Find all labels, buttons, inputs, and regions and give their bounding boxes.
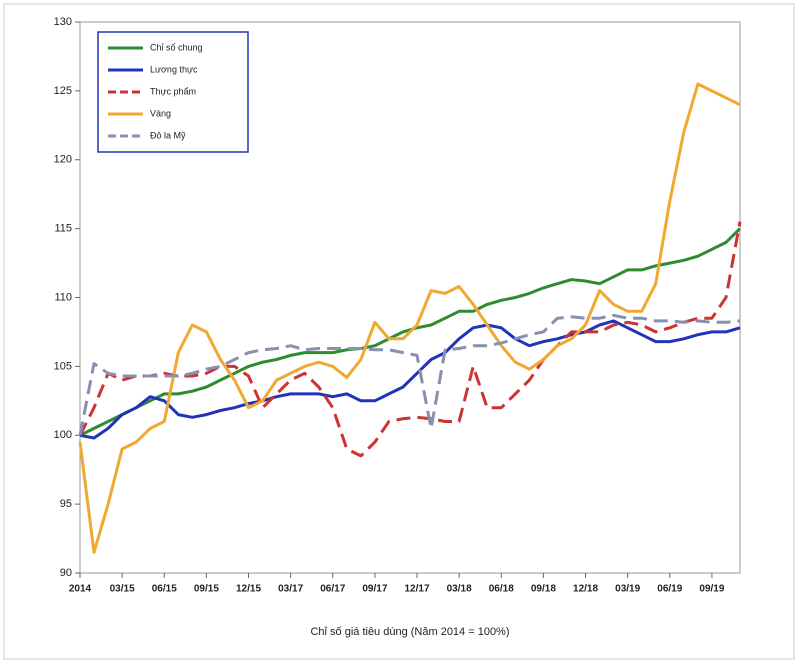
legend-label: Chỉ số chung [150,42,203,52]
series-line [78,82,741,554]
legend-label: Thực phẩm [150,86,196,96]
y-tick-label: 130 [54,16,72,28]
x-tick-label: 03/18 [447,584,472,595]
y-tick-label: 90 [60,567,72,579]
x-tick-label: 06/15 [152,584,177,595]
x-tick-label: 03/15 [110,584,135,595]
x-tick-label: 12/15 [236,584,261,595]
x-tick-label: 06/18 [489,584,514,595]
x-tick-label: 2014 [69,584,92,595]
series-line [78,313,741,436]
x-tick-label: 09/17 [362,584,387,595]
series-line [78,221,742,458]
x-tick-label: 09/18 [531,584,556,595]
y-tick-label: 105 [54,360,72,372]
y-tick-label: 120 [54,154,72,166]
y-tick-label: 115 [54,223,72,235]
y-tick-label: 95 [60,498,72,510]
legend-label: Đô la Mỹ [150,130,186,140]
y-tick-label: 125 [54,85,72,97]
x-tick-label: 03/19 [615,584,640,595]
x-tick-label: 06/17 [320,584,345,595]
x-tick-label: 03/17 [278,584,303,595]
x-tick-label: 12/18 [573,584,598,595]
x-tick-label: 09/19 [699,584,724,595]
legend-label: Lương thực [150,64,198,74]
series-line [79,319,741,440]
legend-label: Vàng [150,108,171,118]
x-tick-label: 12/17 [405,584,430,595]
y-tick-label: 100 [54,429,72,441]
y-tick-label: 110 [54,291,72,303]
x-tick-label: 09/15 [194,584,219,595]
chart-title: Chỉ số giá tiêu dùng (Năm 2014 = 100%) [310,626,509,638]
x-tick-label: 06/19 [657,584,682,595]
